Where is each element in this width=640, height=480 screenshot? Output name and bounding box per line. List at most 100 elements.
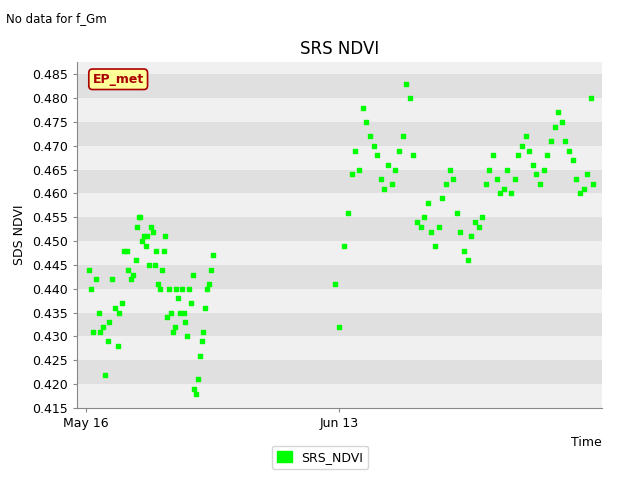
Point — [135, 214, 145, 221]
Point — [549, 123, 559, 131]
Point — [448, 175, 458, 183]
Point — [571, 175, 581, 183]
Point — [146, 223, 156, 231]
Point — [520, 132, 531, 140]
Point — [109, 304, 120, 312]
Point — [582, 170, 592, 178]
Point — [202, 285, 212, 293]
Point — [350, 147, 360, 155]
Bar — [77, 312, 602, 336]
Point — [86, 285, 97, 293]
Point — [430, 242, 440, 250]
Point — [513, 152, 524, 159]
Point — [517, 142, 527, 150]
Point — [140, 242, 150, 250]
Point — [334, 323, 344, 331]
Point — [182, 333, 192, 340]
Title: SRS NDVI: SRS NDVI — [300, 40, 379, 58]
Point — [557, 118, 567, 126]
Point — [119, 247, 129, 254]
Point — [539, 166, 549, 173]
Point — [173, 295, 183, 302]
Y-axis label: SDS NDVI: SDS NDVI — [13, 205, 26, 265]
Point — [330, 280, 340, 288]
Point — [535, 180, 545, 188]
Point — [88, 328, 98, 336]
Point — [369, 142, 379, 150]
Bar — [77, 74, 602, 98]
Point — [207, 252, 218, 259]
Point — [191, 390, 202, 397]
Point — [188, 271, 198, 278]
Text: EP_met: EP_met — [93, 73, 144, 86]
Point — [98, 323, 108, 331]
Point — [365, 132, 375, 140]
Point — [426, 228, 436, 236]
Point — [131, 256, 141, 264]
Point — [401, 80, 412, 88]
Point — [474, 223, 484, 231]
Point — [102, 337, 113, 345]
Point — [524, 147, 534, 155]
Point — [177, 285, 187, 293]
Point — [437, 194, 447, 202]
Point — [180, 318, 191, 326]
Bar — [77, 360, 602, 384]
Point — [184, 285, 194, 293]
Point — [586, 94, 596, 102]
Point — [452, 209, 462, 216]
Point — [415, 223, 426, 231]
Point — [347, 170, 357, 178]
Point — [481, 180, 491, 188]
Point — [383, 161, 393, 169]
Point — [107, 276, 117, 283]
Point — [542, 152, 552, 159]
Point — [150, 261, 160, 269]
Point — [376, 175, 386, 183]
Point — [408, 152, 419, 159]
Point — [164, 285, 174, 293]
Bar — [77, 336, 602, 360]
Point — [114, 309, 124, 316]
Point — [162, 313, 172, 321]
Point — [492, 175, 502, 183]
Point — [463, 256, 473, 264]
Point — [134, 214, 145, 221]
Point — [100, 371, 110, 378]
Legend: SRS_NDVI: SRS_NDVI — [271, 446, 369, 469]
Point — [195, 352, 205, 360]
Point — [564, 147, 574, 155]
Point — [553, 108, 563, 116]
Point — [137, 237, 147, 245]
Point — [91, 276, 101, 283]
Bar — [77, 241, 602, 265]
Point — [179, 309, 189, 316]
Point — [528, 161, 538, 169]
Point — [198, 328, 209, 336]
Point — [142, 232, 152, 240]
Point — [117, 300, 127, 307]
Point — [387, 180, 397, 188]
Point — [159, 247, 169, 254]
Point — [113, 342, 123, 350]
Bar — [77, 193, 602, 217]
Point — [579, 185, 589, 192]
Point — [189, 385, 200, 393]
Point — [93, 309, 104, 316]
Point — [560, 137, 570, 145]
Point — [358, 104, 368, 111]
Point — [354, 166, 364, 173]
Point — [380, 185, 390, 192]
Point — [502, 166, 513, 173]
Point — [132, 223, 143, 231]
Point — [151, 247, 161, 254]
Point — [144, 261, 154, 269]
Bar — [77, 146, 602, 169]
Point — [441, 180, 451, 188]
Point — [575, 190, 585, 197]
Point — [186, 300, 196, 307]
Point — [104, 318, 115, 326]
Point — [568, 156, 578, 164]
Point — [204, 280, 214, 288]
Point — [161, 232, 171, 240]
